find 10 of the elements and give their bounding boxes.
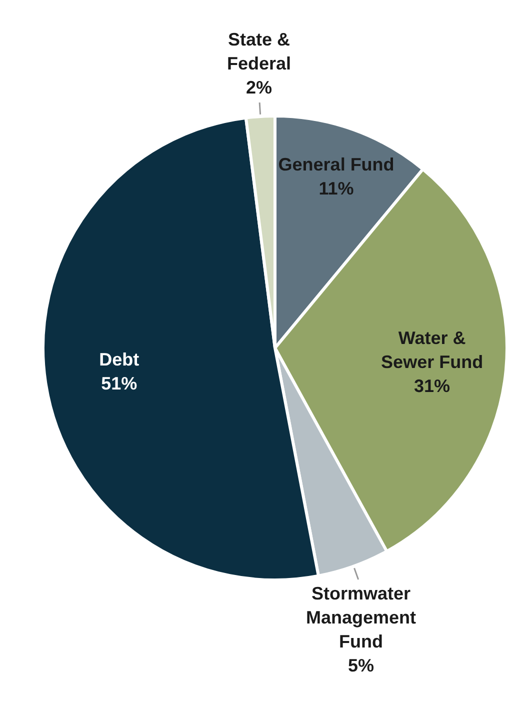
slice-label: Water & Sewer Fund [381,328,484,372]
data-label: 31% [414,376,450,396]
data-label: 51% [101,373,138,394]
data-label: 5% [348,655,374,676]
data-label: 11% [318,178,354,198]
data-label: 2% [246,77,272,98]
slice-label: General Fund [278,154,394,174]
slice-label: Stormwater Management Fund [306,583,416,652]
slice-label: Debt [99,349,140,370]
slice-label: State & Federal [227,29,292,74]
